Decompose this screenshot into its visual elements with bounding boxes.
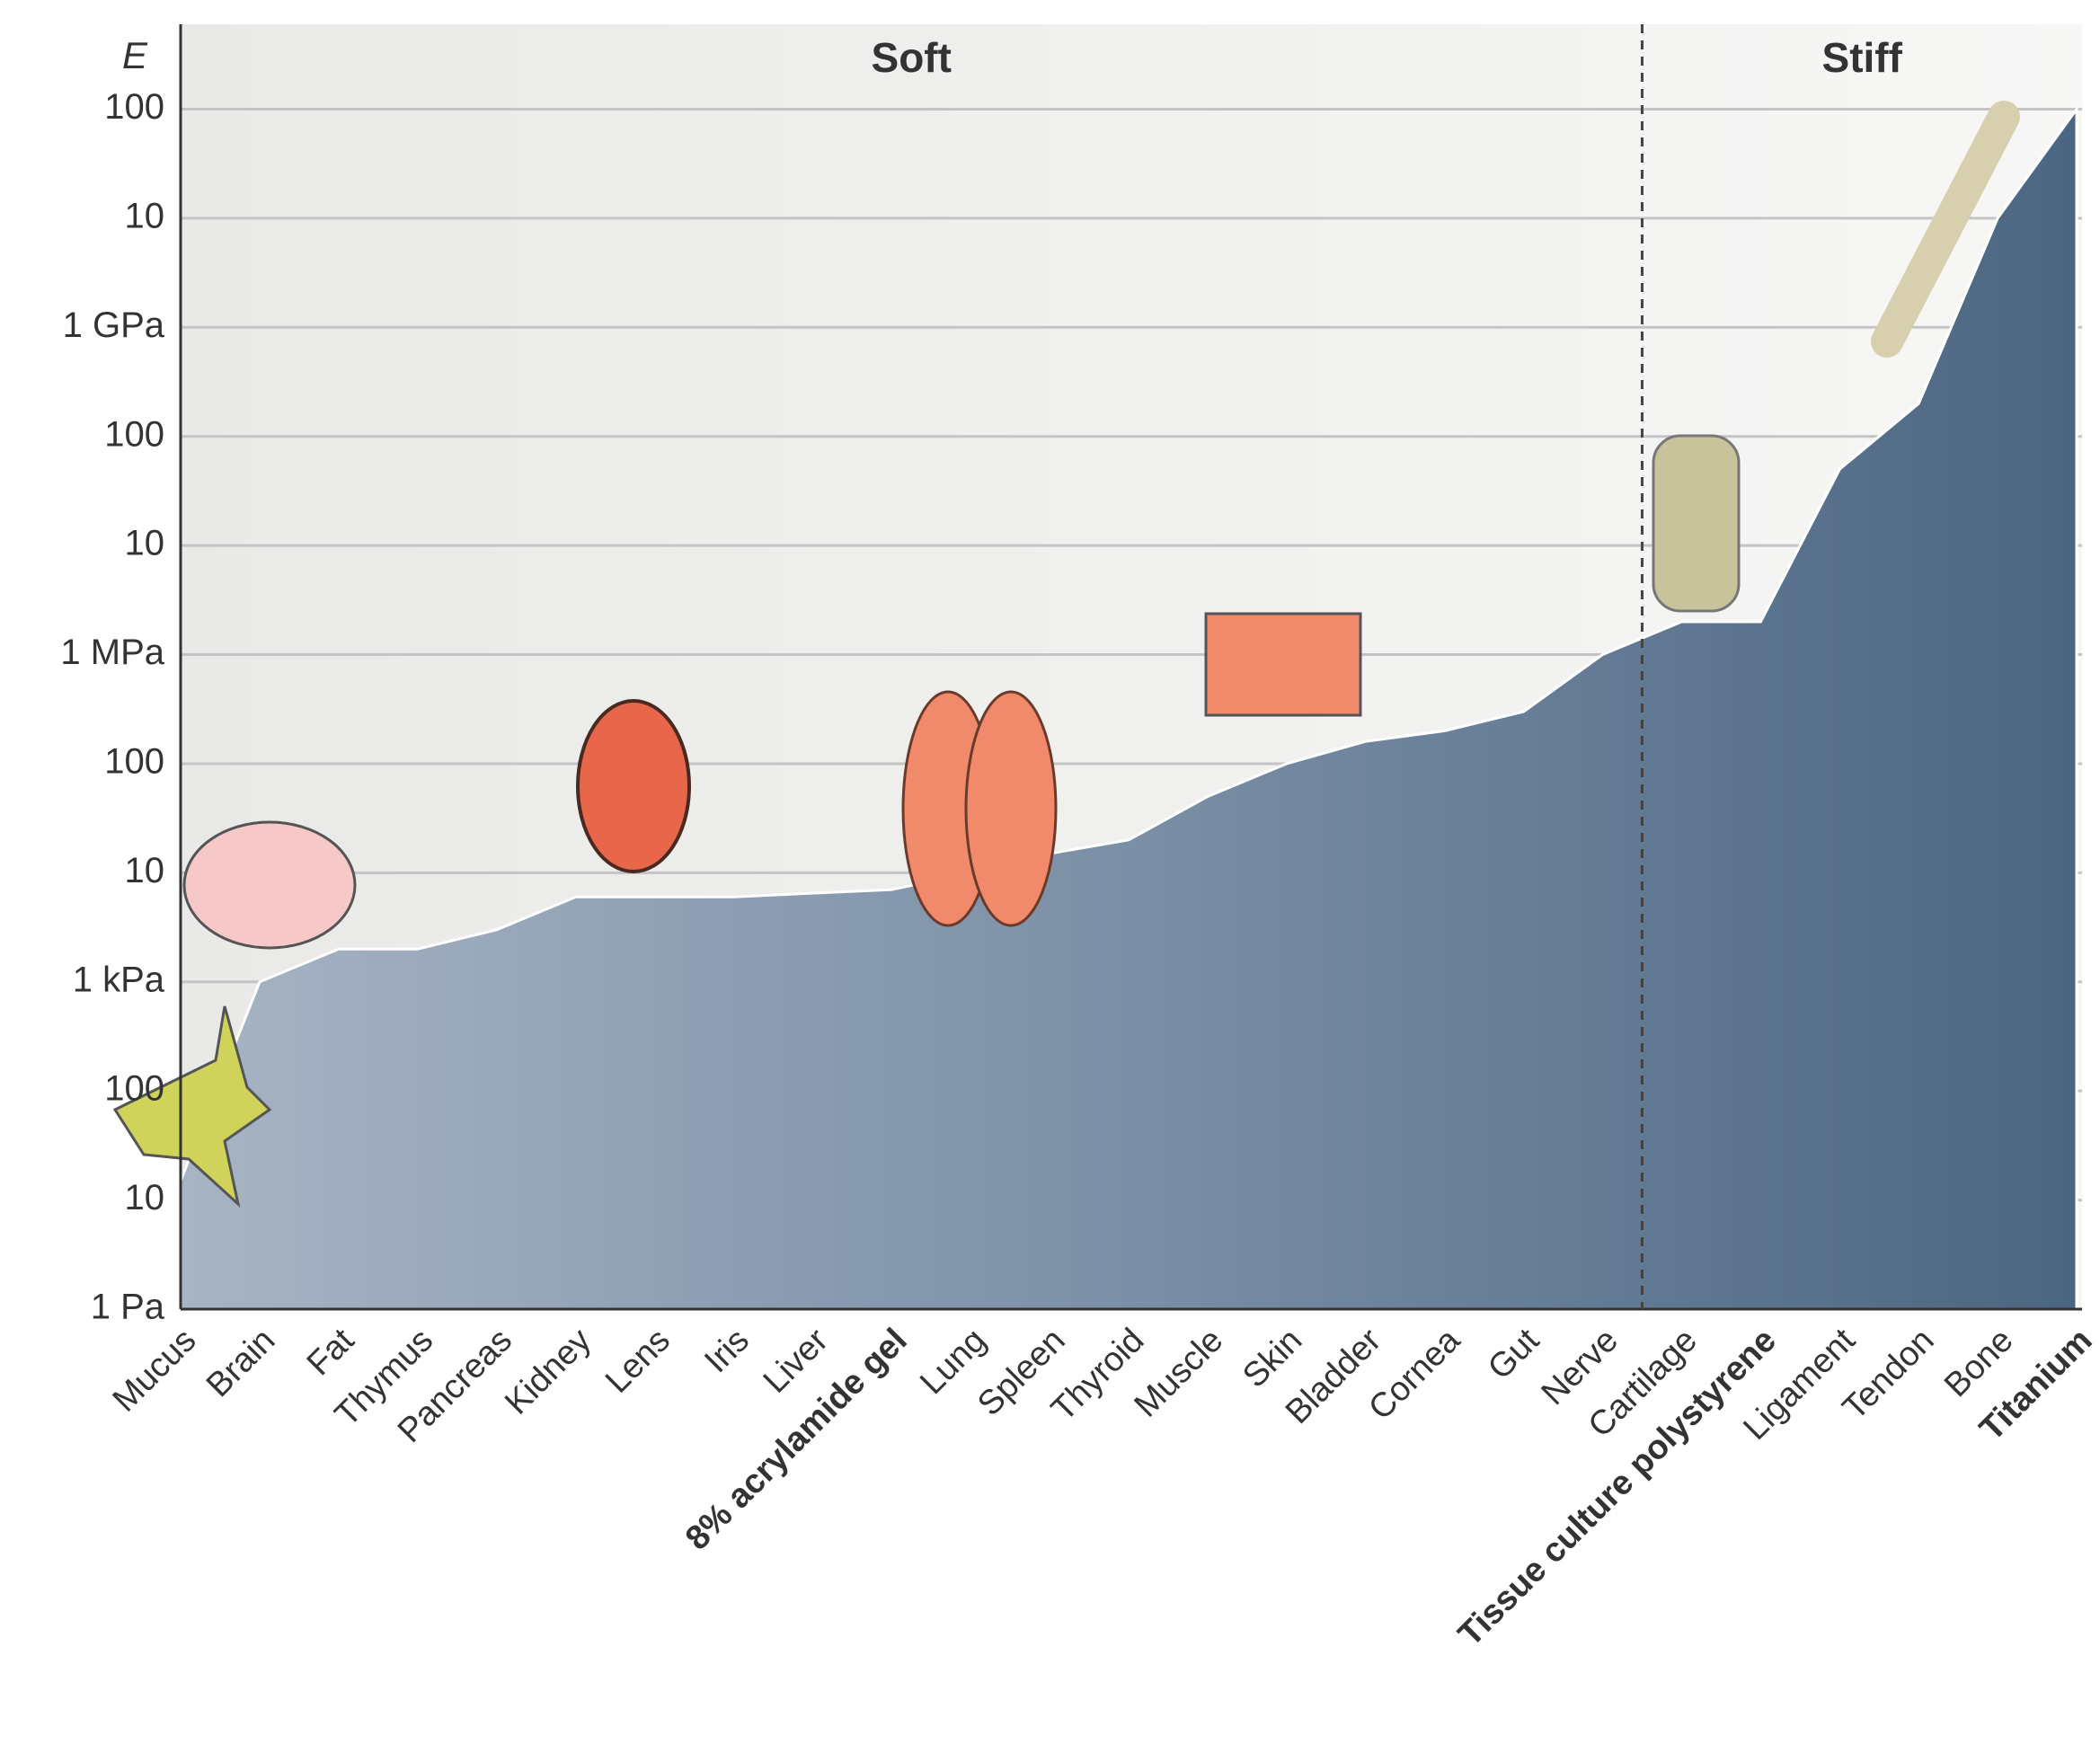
area-layer: [179, 104, 2078, 1311]
x-tick-label: Lens: [598, 1322, 678, 1401]
area: [179, 104, 2078, 1311]
skin-icon: [1204, 612, 1362, 717]
region-label: Stiff: [1822, 34, 1903, 81]
y-tick-label: 10: [125, 196, 165, 235]
joint-icon: [1652, 434, 1741, 613]
x-tick-label: Brain: [199, 1322, 282, 1404]
y-tick-label: 100: [104, 742, 164, 782]
cell-icon: [112, 1005, 272, 1208]
region-label: Soft: [872, 34, 952, 81]
x-tick-label: Mucus: [106, 1322, 204, 1420]
x-tick-label: Fat: [300, 1321, 362, 1383]
y-tick-label: 1 Pa: [91, 1288, 165, 1327]
y-tick-label: 1 MPa: [60, 633, 164, 672]
kidney-icon: [576, 699, 691, 873]
y-tick-label: 100: [104, 87, 164, 127]
x-tick-label: Iris: [697, 1322, 757, 1381]
x-tick-label: Kidney: [498, 1322, 598, 1422]
x-tick-label: Cornea: [1361, 1321, 1467, 1427]
y-tick-label: 100: [104, 1069, 164, 1109]
y-tick-label: 10: [125, 851, 165, 890]
brain-icon: [182, 820, 357, 950]
x-tick-label: Gut: [1481, 1321, 1546, 1386]
y-tick-label: 10: [125, 1178, 165, 1217]
lung-icon: [964, 690, 1058, 927]
bone-icon: [1871, 101, 2020, 358]
x-tick-label: Muscle: [1128, 1322, 1231, 1425]
y-tick-label: 100: [104, 414, 164, 454]
y-tick-label: 1 kPa: [73, 960, 165, 999]
y-axis-label: E: [122, 34, 148, 76]
y-tick-label: 10: [125, 524, 165, 563]
y-tick-label: 1 GPa: [63, 305, 165, 345]
icons: [112, 101, 2020, 1208]
